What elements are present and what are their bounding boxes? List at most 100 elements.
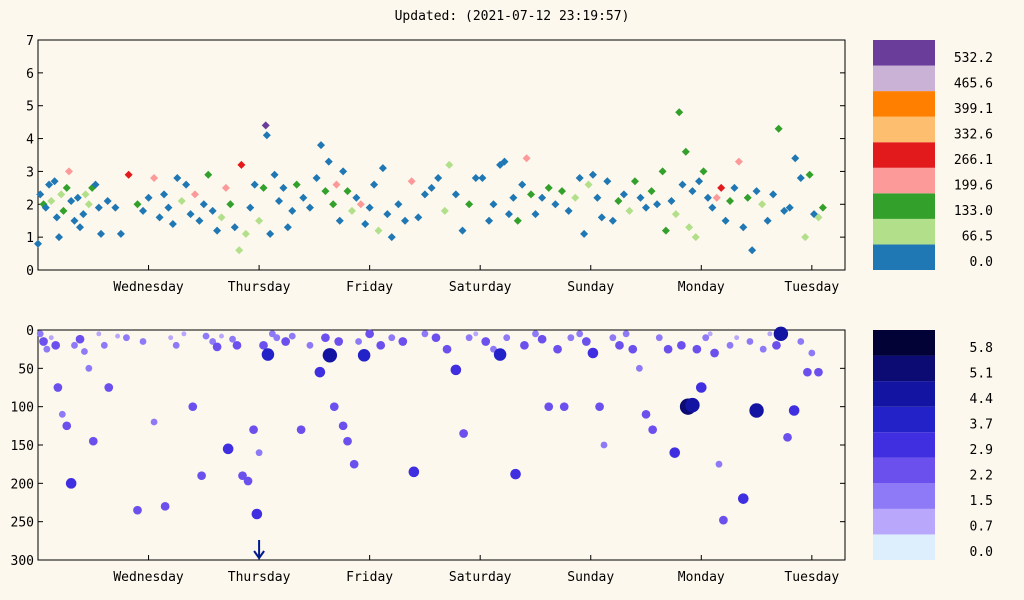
data-point bbox=[625, 206, 634, 215]
data-point bbox=[343, 187, 352, 196]
data-point bbox=[575, 174, 584, 182]
data-point bbox=[434, 174, 443, 182]
colorbar-label: 399.1 bbox=[954, 102, 993, 117]
data-point bbox=[76, 223, 85, 232]
data-point bbox=[104, 383, 114, 392]
data-point bbox=[208, 206, 217, 215]
x-tick-label: Sunday bbox=[567, 280, 614, 295]
data-point bbox=[204, 170, 213, 179]
x-tick-label: Tuesday bbox=[784, 280, 839, 295]
colorbar-label: 532.2 bbox=[954, 51, 993, 66]
data-point bbox=[88, 436, 98, 446]
data-point bbox=[658, 167, 667, 176]
y-tick-label: 300 bbox=[11, 554, 34, 569]
data-point bbox=[780, 206, 789, 215]
y-tick-label: 7 bbox=[26, 34, 34, 49]
colorbar-swatch bbox=[873, 142, 935, 168]
data-point bbox=[695, 177, 704, 186]
y-tick-label: 1 bbox=[26, 231, 34, 246]
data-point bbox=[593, 193, 602, 202]
data-point bbox=[181, 331, 187, 337]
data-point bbox=[531, 210, 540, 219]
data-point bbox=[663, 344, 673, 354]
data-point bbox=[669, 447, 681, 458]
plot-frame bbox=[37, 39, 846, 271]
data-point bbox=[334, 337, 344, 346]
data-point bbox=[34, 239, 42, 248]
data-point bbox=[803, 367, 812, 377]
data-point bbox=[116, 229, 125, 238]
data-point bbox=[94, 203, 103, 212]
data-point bbox=[710, 348, 719, 358]
data-point bbox=[730, 183, 739, 192]
data-point bbox=[791, 154, 800, 163]
data-point bbox=[532, 330, 539, 338]
data-point bbox=[420, 190, 429, 199]
colorbar-swatch bbox=[873, 534, 935, 560]
colorbar-label: 0.0 bbox=[970, 255, 993, 270]
data-point bbox=[288, 332, 296, 340]
data-point bbox=[182, 180, 191, 189]
data-point bbox=[209, 338, 217, 345]
data-point bbox=[608, 216, 617, 225]
data-point bbox=[292, 180, 301, 189]
data-point bbox=[133, 200, 142, 209]
colorbar-label: 5.1 bbox=[970, 366, 993, 381]
data-point bbox=[36, 330, 44, 338]
colorbar-label: 4.4 bbox=[970, 392, 994, 407]
data-point bbox=[661, 226, 670, 235]
x-tick-label: Thursday bbox=[228, 280, 291, 295]
data-point bbox=[785, 203, 794, 212]
data-point bbox=[719, 515, 728, 525]
data-point bbox=[306, 341, 314, 349]
data-point bbox=[801, 233, 810, 242]
data-point bbox=[43, 345, 51, 353]
data-point bbox=[96, 331, 102, 337]
data-point bbox=[489, 200, 498, 209]
data-point bbox=[237, 160, 246, 169]
data-point bbox=[168, 335, 174, 341]
data-point bbox=[279, 183, 288, 192]
data-point bbox=[445, 160, 454, 169]
data-point bbox=[322, 348, 338, 363]
data-point bbox=[173, 174, 182, 182]
data-point bbox=[581, 337, 591, 346]
data-point bbox=[261, 121, 270, 130]
data-point bbox=[160, 501, 170, 511]
data-point bbox=[262, 131, 271, 140]
data-point bbox=[442, 344, 452, 354]
data-point bbox=[571, 193, 580, 202]
x-tick-label: Tuesday bbox=[784, 570, 839, 585]
data-point bbox=[763, 216, 772, 225]
data-point bbox=[186, 210, 195, 219]
data-point bbox=[688, 187, 697, 196]
data-point bbox=[235, 246, 244, 255]
data-point bbox=[324, 157, 333, 166]
data-point bbox=[504, 210, 513, 219]
colorbar-label: 2.9 bbox=[970, 443, 993, 458]
colorbar-label: 1.5 bbox=[970, 494, 993, 509]
data-point bbox=[255, 449, 263, 457]
data-point bbox=[259, 183, 268, 192]
data-point bbox=[553, 344, 562, 354]
colorbar-label: 3.7 bbox=[970, 417, 993, 432]
data-point bbox=[365, 203, 374, 212]
data-point bbox=[274, 197, 283, 205]
data-point bbox=[312, 174, 321, 182]
data-point bbox=[635, 364, 643, 372]
data-point bbox=[374, 226, 383, 235]
data-point bbox=[797, 338, 805, 345]
data-point bbox=[266, 229, 275, 238]
data-point bbox=[199, 200, 208, 209]
data-point bbox=[712, 193, 721, 202]
data-point bbox=[743, 193, 752, 202]
data-point bbox=[357, 349, 371, 362]
data-point bbox=[421, 330, 429, 338]
data-point bbox=[243, 476, 253, 486]
data-point bbox=[667, 197, 676, 205]
data-point bbox=[758, 200, 767, 209]
data-point bbox=[356, 200, 365, 209]
x-tick-label: Saturday bbox=[449, 280, 512, 295]
data-point bbox=[559, 402, 569, 412]
data-point bbox=[365, 329, 374, 339]
